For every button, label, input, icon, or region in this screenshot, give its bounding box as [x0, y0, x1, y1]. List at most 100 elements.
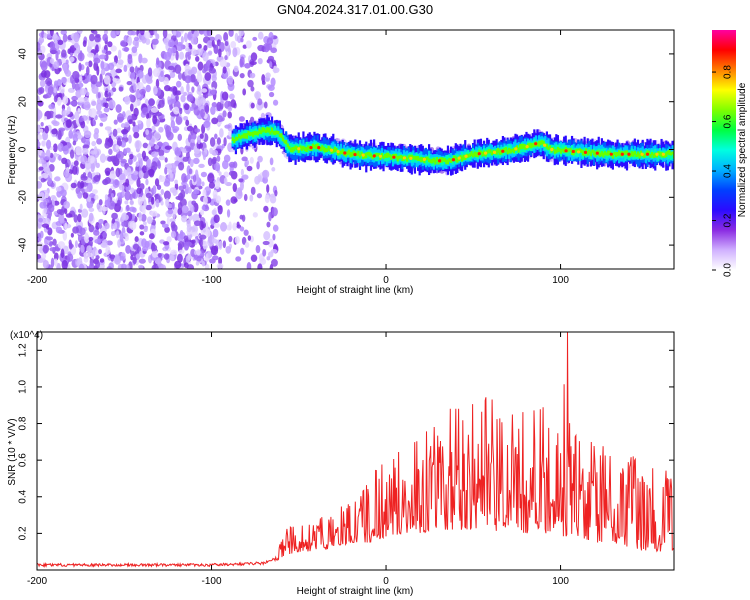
- spectrogram-peak-cell: [595, 151, 599, 155]
- spectrogram-noise-cell: [100, 68, 106, 76]
- spectrogram-noise-cell: [274, 189, 278, 197]
- spectrogram-noise-cell: [148, 98, 155, 107]
- spectrogram-ridge-cell: [624, 150, 627, 161]
- spectrogram-noise-cell: [89, 33, 95, 42]
- spectrogram-noise-cell: [216, 263, 224, 269]
- spectrogram-noise-cell: [75, 146, 83, 156]
- spectrogram-noise-cell: [210, 245, 219, 256]
- spectrogram-ridge-cell: [286, 143, 289, 148]
- spectrogram-ridge-cell: [519, 143, 522, 150]
- spectrogram-ridge-cell: [445, 159, 448, 165]
- spectrogram-noise-cell: [145, 192, 153, 199]
- spectrogram-noise-cell: [38, 217, 43, 223]
- spectrogram-peak-cell: [661, 152, 665, 156]
- spectrogram-noise-cell: [132, 124, 140, 134]
- spectrogram-noise-cell: [96, 65, 100, 76]
- spectrogram-noise-cell: [106, 240, 113, 246]
- spectrogram-noise-cell: [62, 230, 68, 241]
- spectrogram-ridge-cell: [385, 155, 388, 162]
- spectrogram-noise-cell: [175, 94, 179, 102]
- spectrogram-noise-cell: [137, 264, 144, 269]
- spectrogram-noise-cell: [73, 42, 79, 49]
- spectrogram-noise-cell: [243, 193, 248, 202]
- spectrogram-noise-cell: [61, 259, 68, 269]
- spectrogram-noise-cell: [271, 258, 278, 267]
- spectrogram-noise-cell: [189, 159, 194, 168]
- spectrogram-ridge-cell: [280, 133, 283, 138]
- spectrogram-noise-cell: [44, 125, 49, 134]
- spectrogram-noise-cell: [271, 207, 278, 217]
- spectrogram-noise-cell: [208, 181, 216, 189]
- spectrogram-noise-cell: [96, 102, 102, 112]
- spectrogram-ridge-cell: [459, 156, 462, 163]
- spectrogram-noise-cell: [242, 88, 247, 96]
- snr-y-tick-label: 1.2: [18, 343, 29, 357]
- spectrogram-noise-cell: [46, 80, 51, 87]
- spectrogram-ridge-cell: [555, 149, 558, 154]
- spectrogram-noise-cell: [134, 139, 142, 150]
- spectrogram-noise-cell: [119, 232, 124, 243]
- spectrogram-noise-cell: [108, 99, 116, 110]
- spectrogram-noise-cell: [160, 264, 167, 269]
- spectrogram-noise-cell: [45, 139, 52, 150]
- snr-x-tick-label: 100: [552, 576, 569, 587]
- spectrogram-noise-cell: [71, 95, 79, 101]
- spectrogram-noise-cell: [143, 226, 148, 233]
- spectrogram-ridge-cell: [406, 157, 409, 162]
- spectrogram-noise-cell: [99, 122, 104, 127]
- spectrogram-ridge-cell: [578, 148, 581, 153]
- spectrogram-noise-cell: [73, 160, 79, 167]
- spectrogram-noise-cell: [97, 92, 101, 99]
- spectrogram-noise-cell: [249, 72, 256, 79]
- spectrogram-ridge-cell: [517, 147, 520, 153]
- spectrogram-noise-cell: [71, 79, 76, 90]
- spectrogram-noise-cell: [91, 140, 97, 147]
- spectrogram-ridge-cell: [539, 140, 542, 146]
- spectrogram-noise-cell: [141, 57, 148, 64]
- spectrogram-ridge-cell: [242, 133, 245, 139]
- spectrogram-ridge-cell: [537, 141, 541, 147]
- spectrogram-ridge-cell: [426, 156, 429, 161]
- spectrogram-noise-cell: [133, 131, 140, 139]
- spectrogram-noise-cell: [211, 158, 217, 165]
- spectrogram-ridge-cell: [366, 152, 369, 156]
- spectrogram-noise-cell: [82, 147, 89, 155]
- spectrogram-ridge-cell: [446, 159, 450, 165]
- snr-frame: [36, 331, 675, 571]
- spectrogram-noise-cell: [74, 50, 78, 58]
- spectrogram-ridge-cell: [253, 130, 256, 136]
- spectrogram-noise-cell: [261, 74, 266, 83]
- spectrogram-noise-cell: [266, 37, 274, 46]
- spectrogram-ridge-cell: [633, 150, 636, 155]
- spectrogram-noise-cell: [49, 152, 54, 159]
- spectrogram-noise-cell: [134, 236, 139, 243]
- spectrogram-noise-cell: [111, 156, 119, 164]
- spectrogram-noise-cell: [212, 189, 218, 199]
- spectrogram-noise-cell: [269, 195, 277, 204]
- spectrogram-noise-cell: [196, 248, 201, 256]
- spectrogram-ridge-cell: [352, 150, 355, 156]
- spectrogram-noise-cell: [37, 107, 40, 116]
- spectrogram-noise-cell: [132, 243, 140, 250]
- spectrogram-noise-cell: [53, 252, 59, 261]
- spectrogram-noise-cell: [165, 163, 173, 170]
- spectrogram-ridge-cell: [498, 149, 501, 155]
- spectrogram-noise-cell: [62, 63, 68, 72]
- spectrogram-noise-cell: [102, 231, 108, 238]
- spectrogram-noise-cell: [169, 104, 173, 111]
- spectrogram-noise-cell: [139, 183, 145, 190]
- spectrogram-noise-cell: [174, 260, 182, 269]
- spectrogram-noise-cell: [189, 44, 193, 50]
- spectrogram-ridge-cell: [658, 151, 662, 157]
- spectrogram-noise-cell: [232, 47, 238, 58]
- spectrogram-noise-cell: [190, 66, 198, 75]
- spectrogram-noise-cell: [230, 196, 238, 204]
- spectrogram-noise-cell: [90, 150, 96, 155]
- spectrogram-noise-cell: [77, 191, 83, 199]
- spectrogram-noise-cell: [152, 185, 157, 195]
- spectrogram-noise-cell: [40, 60, 48, 71]
- spectrogram-noise-cell: [263, 230, 271, 241]
- spectrogram-noise-cell: [241, 156, 248, 162]
- spectrogram-ridge-cell: [561, 148, 564, 152]
- spectrogram-noise-cell: [132, 121, 136, 127]
